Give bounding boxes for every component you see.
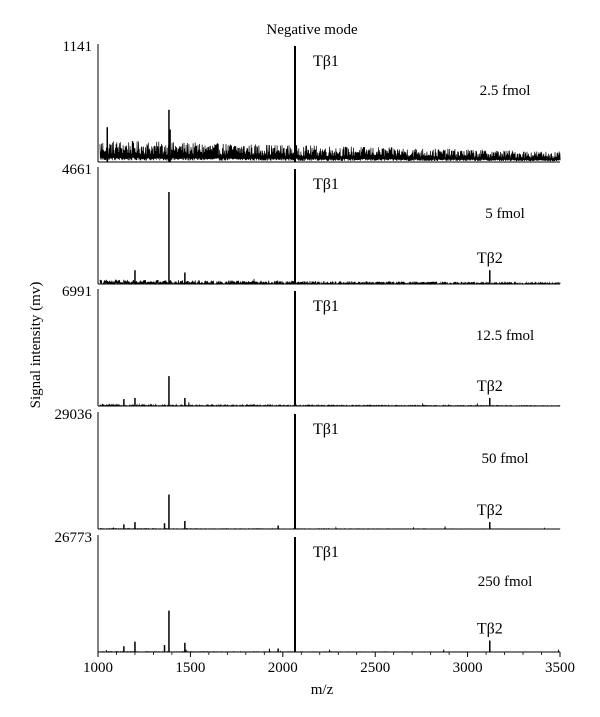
spectrum-noise-trace bbox=[99, 648, 561, 653]
peak-label: Tβ2 bbox=[477, 378, 503, 395]
x-tick-label: 2000 bbox=[268, 660, 298, 676]
peak-label: Tβ2 bbox=[477, 502, 503, 519]
concentration-label: 2.5 fmol bbox=[480, 83, 531, 99]
panel-ymax-label: 1141 bbox=[63, 39, 92, 55]
peak-label: Tβ1 bbox=[313, 421, 339, 438]
panel-ymax-label: 29036 bbox=[55, 407, 93, 423]
panel-ymax-label: 26773 bbox=[55, 530, 93, 546]
spectrum-panel: 1141 2.5 fmol Tβ1 bbox=[63, 39, 561, 163]
peak-label: Tβ2 bbox=[477, 621, 503, 638]
x-axis: 1000 1500 2000 2500 3000 3500 bbox=[83, 652, 575, 676]
concentration-label: 50 fmol bbox=[481, 451, 528, 467]
concentration-label: 12.5 fmol bbox=[476, 328, 534, 344]
x-axis-label: m/z bbox=[311, 682, 334, 698]
spectrum-noise-trace bbox=[99, 526, 561, 530]
x-tick-label: 1500 bbox=[175, 660, 205, 676]
spectrum-panel: 26773 250 fmol Tβ1 Tβ2 bbox=[55, 530, 561, 653]
spectrum-noise-trace bbox=[99, 402, 561, 408]
peak-label: Tβ1 bbox=[313, 298, 339, 315]
panel-ymax-label: 6991 bbox=[62, 284, 92, 300]
concentration-label: 5 fmol bbox=[485, 206, 525, 222]
concentration-label: 250 fmol bbox=[478, 574, 533, 590]
chart-title: Negative mode bbox=[266, 22, 358, 38]
spectrum-noise-trace bbox=[99, 278, 561, 286]
x-tick-label: 3500 bbox=[545, 660, 575, 676]
spectrum-panel: 6991 12.5 fmol Tβ1 Tβ2 bbox=[62, 284, 561, 408]
peak-label: Tβ1 bbox=[313, 544, 339, 561]
peak-label: Tβ1 bbox=[313, 53, 339, 70]
x-tick-label: 2500 bbox=[360, 660, 390, 676]
x-tick-label: 1000 bbox=[83, 660, 113, 676]
peak-label: Tβ1 bbox=[313, 176, 339, 193]
x-tick-label: 3000 bbox=[453, 660, 483, 676]
spectrum-panel: 4661 5 fmol Tβ1 Tβ2 bbox=[62, 162, 561, 286]
spectrum-noise-trace bbox=[99, 140, 561, 162]
spectrum-panel: 29036 50 fmol Tβ1 Tβ2 bbox=[55, 407, 561, 530]
y-axis-label: Signal intensity (mv) bbox=[28, 282, 44, 409]
panel-ymax-label: 4661 bbox=[62, 162, 92, 178]
peak-label: Tβ2 bbox=[477, 250, 503, 267]
spectra-panels: 1141 2.5 fmol Tβ1 4661 5 fmol Tβ1 Tβ2 6991 12.5 … bbox=[55, 39, 561, 653]
